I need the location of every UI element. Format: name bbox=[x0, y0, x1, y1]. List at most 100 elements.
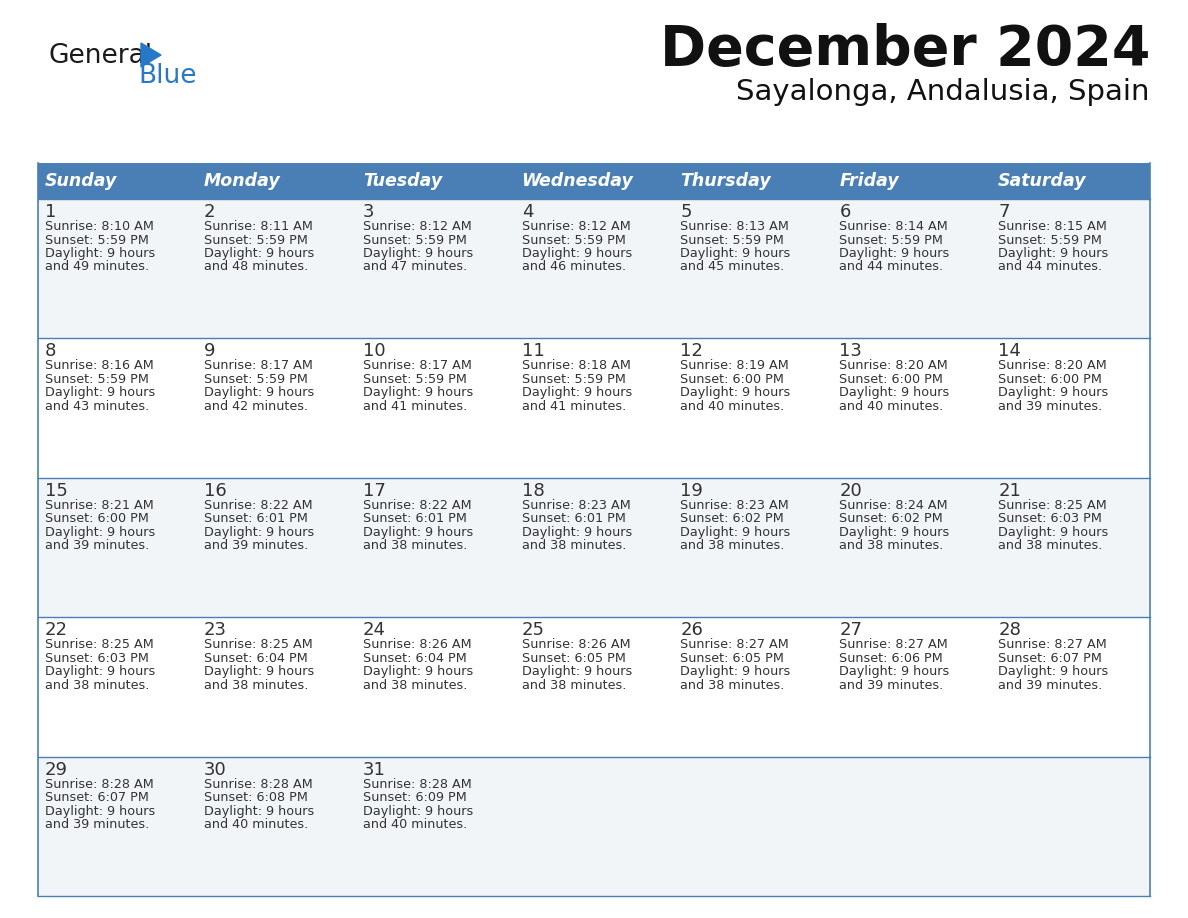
Polygon shape bbox=[141, 43, 162, 67]
Text: Sunset: 5:59 PM: Sunset: 5:59 PM bbox=[204, 233, 308, 247]
Bar bbox=[197, 163, 355, 199]
Text: Daylight: 9 hours: Daylight: 9 hours bbox=[362, 526, 473, 539]
Text: 23: 23 bbox=[204, 621, 227, 639]
Text: Sunrise: 8:17 AM: Sunrise: 8:17 AM bbox=[204, 360, 312, 373]
Text: and 39 minutes.: and 39 minutes. bbox=[998, 400, 1102, 413]
Text: Sunrise: 8:28 AM: Sunrise: 8:28 AM bbox=[45, 778, 153, 790]
Text: Thursday: Thursday bbox=[681, 172, 771, 190]
Text: Wednesday: Wednesday bbox=[522, 172, 633, 190]
Text: 25: 25 bbox=[522, 621, 544, 639]
Bar bbox=[355, 163, 514, 199]
Text: 22: 22 bbox=[45, 621, 68, 639]
Text: Sunrise: 8:27 AM: Sunrise: 8:27 AM bbox=[998, 638, 1107, 651]
Text: Sunrise: 8:16 AM: Sunrise: 8:16 AM bbox=[45, 360, 153, 373]
Text: Sunset: 5:59 PM: Sunset: 5:59 PM bbox=[998, 233, 1102, 247]
Text: Daylight: 9 hours: Daylight: 9 hours bbox=[204, 804, 314, 818]
Text: and 45 minutes.: and 45 minutes. bbox=[681, 261, 785, 274]
Text: General: General bbox=[48, 43, 152, 69]
Text: 30: 30 bbox=[204, 761, 227, 778]
Text: Daylight: 9 hours: Daylight: 9 hours bbox=[45, 666, 156, 678]
Text: Sunrise: 8:18 AM: Sunrise: 8:18 AM bbox=[522, 360, 631, 373]
Text: Daylight: 9 hours: Daylight: 9 hours bbox=[522, 666, 632, 678]
Text: Sunrise: 8:22 AM: Sunrise: 8:22 AM bbox=[362, 498, 472, 512]
Text: Blue: Blue bbox=[138, 63, 196, 89]
Text: Sunrise: 8:19 AM: Sunrise: 8:19 AM bbox=[681, 360, 789, 373]
Text: Daylight: 9 hours: Daylight: 9 hours bbox=[45, 247, 156, 260]
Text: Sunset: 5:59 PM: Sunset: 5:59 PM bbox=[839, 233, 943, 247]
Text: Tuesday: Tuesday bbox=[362, 172, 442, 190]
Text: Sunset: 6:05 PM: Sunset: 6:05 PM bbox=[681, 652, 784, 665]
Bar bbox=[38, 617, 1150, 756]
Text: 14: 14 bbox=[998, 342, 1020, 361]
Text: Sunset: 6:01 PM: Sunset: 6:01 PM bbox=[362, 512, 467, 525]
Text: Sunset: 5:59 PM: Sunset: 5:59 PM bbox=[204, 373, 308, 386]
Text: and 38 minutes.: and 38 minutes. bbox=[522, 678, 626, 691]
Text: Sunset: 5:59 PM: Sunset: 5:59 PM bbox=[681, 233, 784, 247]
Text: Sunrise: 8:20 AM: Sunrise: 8:20 AM bbox=[998, 360, 1107, 373]
Text: Sunrise: 8:28 AM: Sunrise: 8:28 AM bbox=[362, 778, 472, 790]
Text: and 44 minutes.: and 44 minutes. bbox=[839, 261, 943, 274]
Text: 18: 18 bbox=[522, 482, 544, 499]
Text: Daylight: 9 hours: Daylight: 9 hours bbox=[998, 526, 1108, 539]
Text: Daylight: 9 hours: Daylight: 9 hours bbox=[681, 247, 791, 260]
Text: and 42 minutes.: and 42 minutes. bbox=[204, 400, 308, 413]
Text: and 40 minutes.: and 40 minutes. bbox=[362, 818, 467, 831]
Text: Sunrise: 8:25 AM: Sunrise: 8:25 AM bbox=[204, 638, 312, 651]
Text: Sunset: 5:59 PM: Sunset: 5:59 PM bbox=[362, 373, 467, 386]
Text: Daylight: 9 hours: Daylight: 9 hours bbox=[522, 386, 632, 399]
Text: Sunrise: 8:26 AM: Sunrise: 8:26 AM bbox=[522, 638, 630, 651]
Text: Sunrise: 8:17 AM: Sunrise: 8:17 AM bbox=[362, 360, 472, 373]
Text: Daylight: 9 hours: Daylight: 9 hours bbox=[681, 526, 791, 539]
Text: 1: 1 bbox=[45, 203, 56, 221]
Text: Sunrise: 8:21 AM: Sunrise: 8:21 AM bbox=[45, 498, 153, 512]
Text: Sunset: 6:00 PM: Sunset: 6:00 PM bbox=[681, 373, 784, 386]
Text: Daylight: 9 hours: Daylight: 9 hours bbox=[998, 247, 1108, 260]
Text: and 48 minutes.: and 48 minutes. bbox=[204, 261, 308, 274]
Text: 4: 4 bbox=[522, 203, 533, 221]
Text: and 39 minutes.: and 39 minutes. bbox=[45, 818, 150, 831]
Text: Daylight: 9 hours: Daylight: 9 hours bbox=[839, 666, 949, 678]
Text: 21: 21 bbox=[998, 482, 1020, 499]
Text: Sunset: 6:05 PM: Sunset: 6:05 PM bbox=[522, 652, 625, 665]
Text: and 39 minutes.: and 39 minutes. bbox=[204, 539, 308, 553]
Text: 13: 13 bbox=[839, 342, 862, 361]
Bar bbox=[833, 163, 991, 199]
Text: 9: 9 bbox=[204, 342, 215, 361]
Text: Daylight: 9 hours: Daylight: 9 hours bbox=[839, 526, 949, 539]
Text: and 38 minutes.: and 38 minutes. bbox=[522, 539, 626, 553]
Text: Sayalonga, Andalusia, Spain: Sayalonga, Andalusia, Spain bbox=[737, 78, 1150, 106]
Text: and 41 minutes.: and 41 minutes. bbox=[362, 400, 467, 413]
Text: Daylight: 9 hours: Daylight: 9 hours bbox=[204, 526, 314, 539]
Text: and 38 minutes.: and 38 minutes. bbox=[681, 539, 785, 553]
Text: Daylight: 9 hours: Daylight: 9 hours bbox=[362, 666, 473, 678]
Bar bbox=[38, 756, 1150, 896]
Text: Sunset: 6:07 PM: Sunset: 6:07 PM bbox=[998, 652, 1102, 665]
Text: Daylight: 9 hours: Daylight: 9 hours bbox=[522, 247, 632, 260]
Text: Sunrise: 8:22 AM: Sunrise: 8:22 AM bbox=[204, 498, 312, 512]
Text: Sunrise: 8:23 AM: Sunrise: 8:23 AM bbox=[681, 498, 789, 512]
Text: Sunset: 6:01 PM: Sunset: 6:01 PM bbox=[522, 512, 625, 525]
Text: and 40 minutes.: and 40 minutes. bbox=[839, 400, 943, 413]
Text: Sunset: 6:00 PM: Sunset: 6:00 PM bbox=[998, 373, 1102, 386]
Text: Daylight: 9 hours: Daylight: 9 hours bbox=[204, 247, 314, 260]
Text: Sunrise: 8:25 AM: Sunrise: 8:25 AM bbox=[998, 498, 1107, 512]
Text: 12: 12 bbox=[681, 342, 703, 361]
Text: Daylight: 9 hours: Daylight: 9 hours bbox=[204, 666, 314, 678]
Text: Daylight: 9 hours: Daylight: 9 hours bbox=[998, 386, 1108, 399]
Text: Saturday: Saturday bbox=[998, 172, 1087, 190]
Text: Sunrise: 8:27 AM: Sunrise: 8:27 AM bbox=[839, 638, 948, 651]
Text: Sunset: 6:04 PM: Sunset: 6:04 PM bbox=[204, 652, 308, 665]
Text: 11: 11 bbox=[522, 342, 544, 361]
Text: Daylight: 9 hours: Daylight: 9 hours bbox=[522, 526, 632, 539]
Text: Sunset: 6:09 PM: Sunset: 6:09 PM bbox=[362, 791, 467, 804]
Text: Daylight: 9 hours: Daylight: 9 hours bbox=[362, 804, 473, 818]
Text: and 38 minutes.: and 38 minutes. bbox=[45, 678, 150, 691]
Text: Daylight: 9 hours: Daylight: 9 hours bbox=[204, 386, 314, 399]
Text: Sunset: 6:02 PM: Sunset: 6:02 PM bbox=[839, 512, 943, 525]
Text: Daylight: 9 hours: Daylight: 9 hours bbox=[45, 526, 156, 539]
Text: 8: 8 bbox=[45, 342, 56, 361]
Text: Sunrise: 8:20 AM: Sunrise: 8:20 AM bbox=[839, 360, 948, 373]
Text: Sunrise: 8:12 AM: Sunrise: 8:12 AM bbox=[362, 220, 472, 233]
Text: and 40 minutes.: and 40 minutes. bbox=[204, 818, 308, 831]
Bar bbox=[514, 163, 674, 199]
